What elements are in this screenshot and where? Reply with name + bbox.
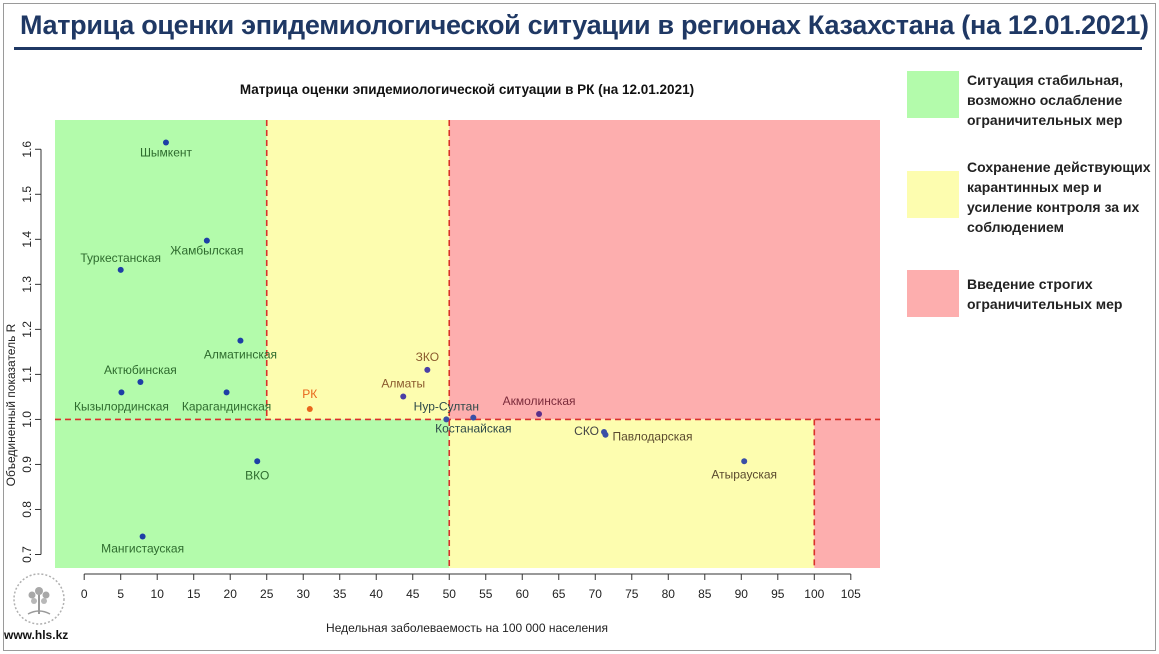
y-tick-label: 0.9 [20, 456, 34, 473]
y-tick-label: 1.5 [20, 186, 34, 203]
y-tick-label: 0.7 [20, 546, 34, 563]
y-tick-label: 1.1 [20, 366, 34, 383]
data-label: Актюбинская [104, 363, 177, 377]
data-label: Мангистауская [101, 541, 184, 555]
data-label: СКО [574, 424, 599, 438]
chart-title: Матрица оценки эпидемиологической ситуац… [240, 82, 694, 97]
x-tick-label: 15 [187, 587, 201, 601]
x-tick-label: 90 [735, 587, 749, 601]
y-tick-label: 1.0 [20, 411, 34, 428]
legend-swatch-red [907, 270, 959, 317]
zone-yellow-bottom [449, 419, 815, 568]
x-tick-label: 85 [698, 587, 712, 601]
zone-red-bottom [814, 419, 880, 568]
y-tick-label: 1.6 [20, 141, 34, 158]
x-tick-label: 105 [841, 587, 861, 601]
x-tick-label: 55 [479, 587, 493, 601]
data-label: Нур-Султан [414, 399, 479, 413]
y-tick-label: 1.2 [20, 321, 34, 338]
zone-yellow-top [266, 120, 450, 420]
data-point [400, 393, 407, 400]
data-label: Павлодарская [612, 430, 692, 444]
x-tick-label: 10 [151, 587, 165, 601]
data-label: Алматы [381, 376, 425, 390]
data-point [443, 416, 450, 423]
x-tick-label: 75 [625, 587, 639, 601]
site-url: www.hls.kz [4, 628, 69, 642]
x-tick-label: 5 [117, 587, 124, 601]
x-tick-label: 45 [406, 587, 420, 601]
data-point [306, 406, 313, 413]
epidemic-matrix-chart: Матрица оценки эпидемиологической ситуац… [4, 82, 880, 635]
x-tick-label: 100 [804, 587, 824, 601]
y-tick-label: 1.3 [20, 276, 34, 293]
data-point [741, 458, 748, 465]
legend-label-maintain: Сохранение действующих карантинных мер и… [967, 159, 1151, 235]
data-label: Акмолинская [503, 394, 576, 408]
data-label: Атырауская [711, 467, 777, 481]
zone-backgrounds [55, 120, 880, 568]
y-tick-label: 1.4 [20, 231, 34, 248]
zone-green-top [55, 120, 267, 420]
x-tick-label: 0 [81, 587, 88, 601]
data-point [254, 458, 261, 465]
x-tick-label: 30 [297, 587, 311, 601]
y-tick-label: 0.8 [20, 501, 34, 518]
data-point [137, 379, 144, 386]
zone-green-bottom [55, 419, 450, 568]
data-label: Шымкент [140, 146, 193, 160]
threshold-lines [55, 120, 880, 568]
data-points [117, 139, 748, 540]
legend-label-stable: Ситуация стабильная, возможно ослабление… [967, 72, 1124, 128]
data-point [162, 139, 169, 146]
data-label: ВКО [245, 468, 269, 482]
data-point [223, 389, 230, 396]
x-axis-label: Недельная заболеваемость на 100 000 насе… [326, 621, 608, 635]
legend-swatch-green [907, 71, 959, 118]
data-point [117, 266, 124, 273]
slide-title: Матрица оценки эпидемиологической ситуац… [20, 10, 1149, 40]
data-point [424, 366, 431, 373]
data-label: Карагандинская [182, 399, 271, 413]
data-point [602, 431, 609, 438]
data-label: Туркестанская [80, 251, 161, 265]
data-label: Алматинская [204, 348, 277, 362]
data-point [118, 389, 125, 396]
data-label: Кызылординская [74, 399, 169, 413]
y-axis-label: Объединенный показатель R [4, 323, 18, 486]
axes: 0 5 10 15 20 25 30 35 40 45 50 55 60 65 70 75 80 85 90 95 10… [20, 141, 861, 601]
data-label: Жамбылская [170, 244, 243, 258]
x-tick-label: 50 [443, 587, 457, 601]
data-point [139, 533, 146, 540]
data-point [470, 414, 477, 421]
x-tick-label: 95 [771, 587, 785, 601]
zone-red-top [449, 120, 880, 420]
x-tick-label: 40 [370, 587, 384, 601]
x-tick-label: 20 [224, 587, 238, 601]
data-labels: Шымкент Жамбылская Туркестанская Алматинска… [74, 146, 777, 556]
data-point [237, 337, 244, 344]
legend-swatch-yellow [907, 171, 959, 218]
x-tick-label: 35 [333, 587, 347, 601]
hls-logo-icon [13, 573, 65, 625]
x-tick-label: 60 [516, 587, 530, 601]
data-point [203, 237, 210, 244]
x-tick-label: 65 [552, 587, 566, 601]
x-tick-label: 25 [260, 587, 274, 601]
data-label: Костанайская [435, 422, 511, 436]
data-label: ЗКО [416, 350, 439, 364]
title-divider [14, 47, 1142, 50]
data-point [536, 411, 543, 418]
x-tick-label: 70 [589, 587, 603, 601]
data-label: РК [302, 387, 317, 401]
x-tick-label: 80 [662, 587, 676, 601]
legend-label-strict: Введение строгих ограничительных мер [967, 276, 1123, 312]
